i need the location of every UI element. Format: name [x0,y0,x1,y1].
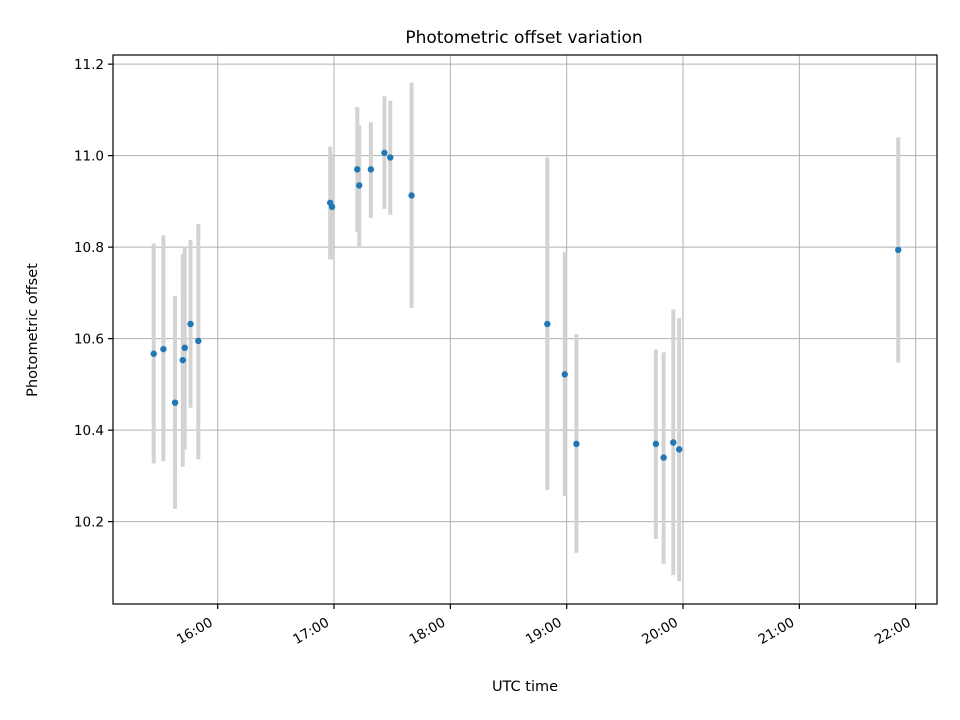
y-tick-label: 10.8 [74,240,104,256]
data-point [354,166,361,173]
data-point [179,356,186,364]
data-point [544,320,551,328]
grid [113,55,937,604]
y-tick-label: 10.2 [74,515,104,531]
data-point [895,246,902,254]
y-tick-label: 10.4 [74,423,104,439]
y-tick-label: 11.0 [74,149,104,165]
data-point [160,345,167,353]
y-axis-label: Photometric offset [25,263,41,397]
y-axis: 10.2 10.4 10.6 10.8 11.0 11.2 [74,57,113,531]
data-point [675,446,683,453]
x-axis-label: UTC time [492,679,558,695]
data-point [195,337,202,345]
data-point [367,166,375,173]
data-point [356,182,363,189]
data-points [150,149,902,461]
data-point [670,439,677,446]
data-point [150,350,157,357]
data-point [171,399,179,406]
data-point [652,440,660,448]
plot-frame [112,54,938,605]
data-point [181,344,188,351]
data-point [387,154,394,161]
y-tick-label: 11.2 [74,57,104,73]
data-point [328,203,336,211]
data-point [381,149,388,157]
y-tick-label: 10.6 [74,332,104,348]
data-point [660,454,667,461]
data-point [573,440,580,448]
data-point [408,192,415,199]
data-point [187,320,194,328]
data-point [561,371,568,378]
chart-title: Photometric offset variation [405,28,642,48]
